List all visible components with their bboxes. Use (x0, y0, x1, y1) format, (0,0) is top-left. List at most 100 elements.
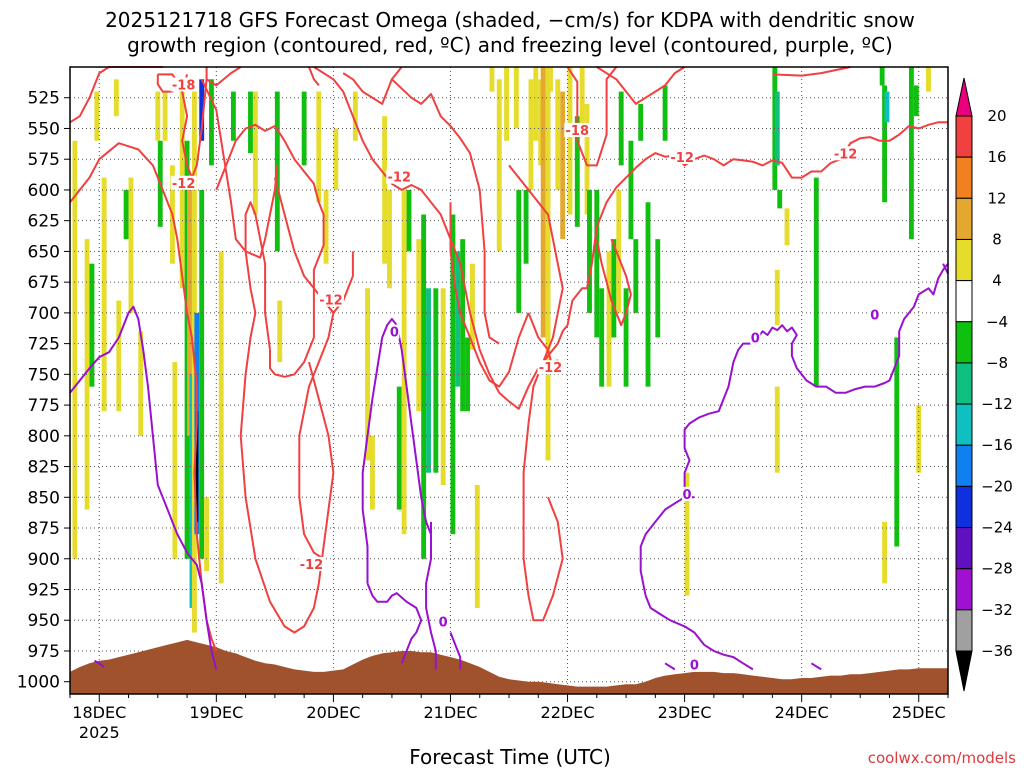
omega-band (560, 91, 566, 240)
dgz-contour (596, 66, 686, 105)
dgz-contour (273, 177, 335, 560)
colorbar-segment (955, 280, 973, 323)
pressure-tick-label: 950 (28, 611, 60, 631)
omega-band (879, 67, 885, 86)
freezing-contour (810, 662, 822, 671)
dgz-contour (181, 67, 208, 179)
omega-band (684, 472, 690, 596)
contour-label-bg (438, 614, 449, 629)
contour-label-bg (170, 175, 197, 190)
omega-band (882, 85, 888, 203)
colorbar-segment (955, 238, 973, 282)
omega-band (199, 79, 205, 141)
contour-label-bg (564, 122, 591, 137)
freezing-contour (425, 534, 437, 670)
omega-band (94, 91, 100, 141)
plot-area: -18 -12 -12 -12 -12 -18 -12 -12 -12 0 0 0 0 0 0 (69, 66, 949, 695)
omega-band (908, 85, 914, 240)
omega-band (774, 269, 780, 326)
omega-band (209, 79, 214, 166)
omega-band (528, 79, 534, 190)
omega-band (455, 251, 461, 387)
contour-labels: -18 -12 -12 -12 -12 -18 -12 -12 -12 0 0 0 0 0 0 (170, 77, 880, 674)
x-axis-label: Forecast Time (UTC) (409, 745, 611, 768)
pressure-tick-label: 650 (28, 242, 60, 262)
omega-band (574, 116, 580, 227)
dgz-contour (449, 202, 530, 388)
pressure-tick-label: 850 (28, 488, 60, 508)
colorbar-label: 8 (992, 230, 1002, 248)
time-tick-label: 23DEC (658, 703, 712, 722)
omega-band (894, 337, 900, 547)
omega-band (813, 177, 819, 387)
freezing-contour (942, 263, 949, 274)
omega-band (387, 189, 392, 289)
omega-band (774, 386, 780, 473)
colorbar-segment (955, 156, 973, 199)
omega-band (252, 91, 258, 215)
omega-band (316, 91, 322, 203)
contour-label: 0 (690, 659, 699, 674)
omega-band (123, 189, 129, 240)
omega-band (440, 288, 446, 485)
contour-label: 0 (439, 616, 448, 631)
colorbar-bottom-arrow (955, 650, 973, 692)
contour-label: -12 (834, 147, 858, 162)
pressure-tick-label: 900 (28, 550, 60, 570)
colorbar-segment (955, 444, 973, 487)
omega-band (416, 239, 422, 412)
contour-label-bg (170, 77, 197, 92)
freezing-level-contours (69, 263, 949, 671)
contour-label: -18 (566, 124, 590, 139)
colorbar-label: 20 (987, 107, 1006, 125)
contour-label: 0 (390, 326, 399, 341)
time-tick-label: 25DEC (892, 703, 946, 722)
pressure-tick-label: 525 (28, 89, 60, 109)
contour-label: 0 (751, 332, 760, 347)
dgz-contour (308, 66, 320, 87)
omega-band (172, 362, 178, 559)
omega-band (84, 239, 90, 510)
omega-band (567, 67, 573, 215)
contour-label-bg (689, 657, 700, 672)
omega-band (72, 140, 78, 559)
contour-label: -12 (539, 361, 563, 376)
omega-band (777, 189, 783, 209)
omega-band (548, 67, 553, 92)
colorbar: 20 16 12 8 4 −4 −8 −12 −16 −20 −24 −28 −32 −36 (955, 77, 1013, 692)
omega-band (277, 300, 283, 363)
contour-label-bg (298, 556, 325, 571)
contour-label-bg (682, 486, 693, 501)
colorbar-top-arrow (955, 77, 973, 117)
colorbar-label: −4 (986, 313, 1008, 331)
dgz-contour (313, 66, 559, 410)
freezing-contour (93, 659, 105, 668)
omega-band (623, 288, 629, 387)
omega-band (916, 405, 922, 473)
colorbar-label: −8 (986, 354, 1008, 372)
omega-band (460, 239, 466, 412)
pressure-tick-label: 725 (28, 335, 60, 355)
omega-band (908, 67, 914, 86)
colorbar-segment (955, 485, 973, 529)
pressure-tick-label: 675 (28, 273, 60, 293)
omega-band (784, 208, 790, 246)
omega-band (433, 288, 439, 473)
contour-label-bg (317, 292, 344, 307)
omega-band (633, 239, 639, 313)
omega-band (599, 288, 605, 387)
pressure-tick-label: 550 (28, 119, 60, 139)
colorbar-segment (955, 527, 973, 570)
omega-band (504, 67, 509, 141)
time-tick-label: 24DEC (775, 703, 829, 722)
colorbar-label: −20 (981, 477, 1013, 495)
omega-band (382, 116, 388, 264)
dgz-contour (200, 78, 279, 259)
freezing-contour (664, 662, 676, 671)
omega-band (116, 300, 122, 412)
pressure-tick-label: 975 (28, 642, 60, 662)
contour-label-bg (537, 360, 564, 375)
contour-label: -12 (670, 151, 694, 166)
omega-band (474, 485, 480, 608)
